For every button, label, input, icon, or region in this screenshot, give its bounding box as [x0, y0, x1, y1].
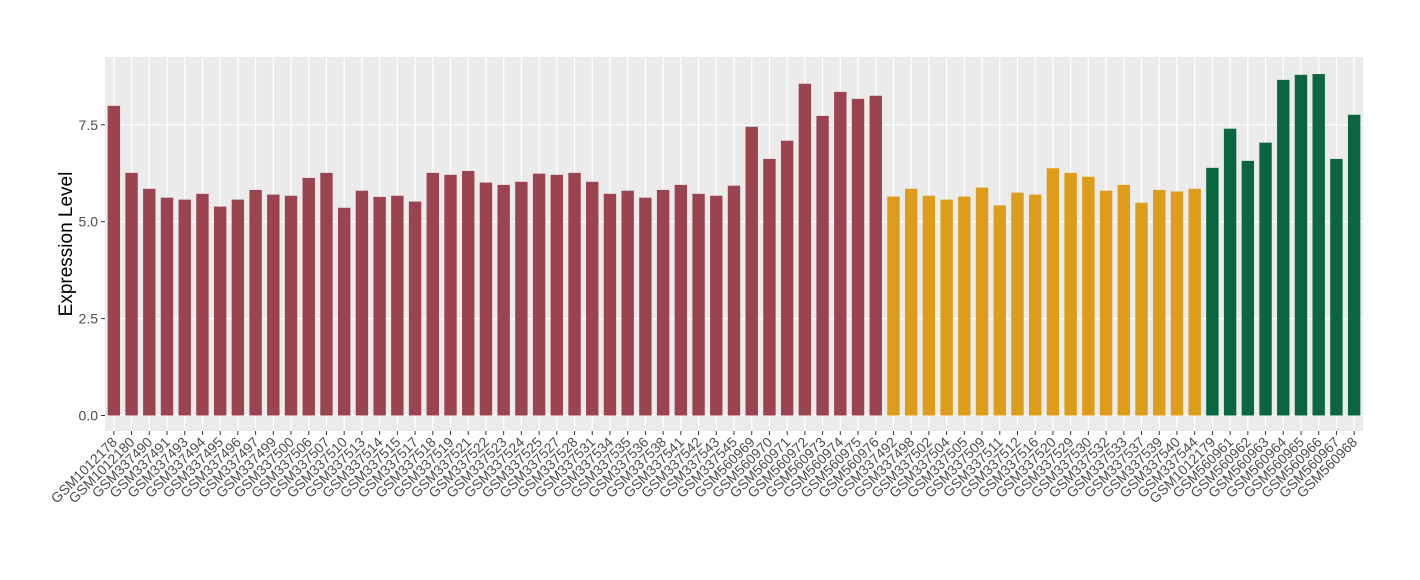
bar — [1294, 74, 1308, 416]
bar — [196, 193, 209, 416]
bar — [851, 98, 865, 416]
bar — [320, 172, 333, 416]
bar — [1330, 158, 1343, 416]
bar — [710, 195, 723, 416]
bar — [337, 207, 351, 416]
bar — [213, 206, 227, 416]
bar — [1259, 142, 1272, 416]
bar — [904, 188, 918, 416]
bar — [267, 194, 280, 416]
bar — [887, 196, 900, 416]
bar — [125, 172, 138, 416]
bar — [1011, 192, 1024, 416]
bar — [1223, 128, 1237, 416]
bar — [1277, 79, 1290, 416]
y-axis-title: Expression Level — [56, 172, 77, 317]
bar — [674, 184, 688, 416]
bar — [745, 126, 758, 416]
bar — [763, 158, 776, 416]
bar — [1241, 160, 1255, 416]
bar — [621, 190, 634, 416]
y-tick-label: 0.0 — [79, 407, 99, 423]
bar — [603, 193, 617, 416]
bar — [586, 181, 599, 416]
bar — [444, 174, 457, 416]
bar — [479, 182, 493, 416]
bar — [532, 173, 546, 416]
bar — [143, 188, 156, 416]
bar — [178, 199, 191, 416]
bar — [1153, 189, 1166, 416]
bar — [1029, 194, 1042, 416]
bar — [408, 201, 422, 416]
bar — [1135, 202, 1148, 416]
bar — [727, 185, 741, 416]
bar — [1188, 188, 1201, 416]
bar — [160, 197, 174, 416]
bar — [834, 91, 847, 416]
bar — [515, 181, 528, 416]
bar — [249, 189, 262, 416]
bar — [780, 140, 794, 416]
bar — [1312, 74, 1325, 416]
bar — [426, 172, 439, 416]
bar — [869, 95, 882, 416]
bar — [1064, 172, 1077, 416]
bar — [355, 190, 369, 416]
bar — [568, 172, 581, 416]
bar — [1099, 190, 1113, 416]
bar — [107, 105, 121, 416]
bar — [975, 187, 989, 416]
bar — [550, 174, 564, 416]
y-tick-label: 7.5 — [79, 117, 99, 133]
bar — [284, 195, 298, 416]
bar — [798, 83, 812, 416]
bar — [1046, 168, 1060, 416]
bar — [692, 193, 705, 416]
bar — [1117, 184, 1131, 416]
y-tick-label: 2.5 — [79, 311, 99, 327]
bar — [1170, 191, 1184, 416]
bar — [639, 197, 652, 416]
bar — [816, 115, 829, 416]
bar — [993, 205, 1006, 416]
bar — [462, 170, 475, 416]
bar — [391, 195, 404, 416]
bar — [302, 177, 315, 416]
y-tick-label: 5.0 — [79, 214, 99, 230]
bar — [1206, 167, 1219, 416]
bar — [1082, 176, 1095, 416]
bar — [958, 196, 971, 416]
bar — [1347, 114, 1361, 416]
bar — [497, 184, 510, 416]
bar — [231, 199, 245, 416]
bar — [940, 199, 953, 416]
bar — [373, 196, 386, 416]
bar — [922, 195, 936, 416]
bar — [656, 189, 670, 416]
